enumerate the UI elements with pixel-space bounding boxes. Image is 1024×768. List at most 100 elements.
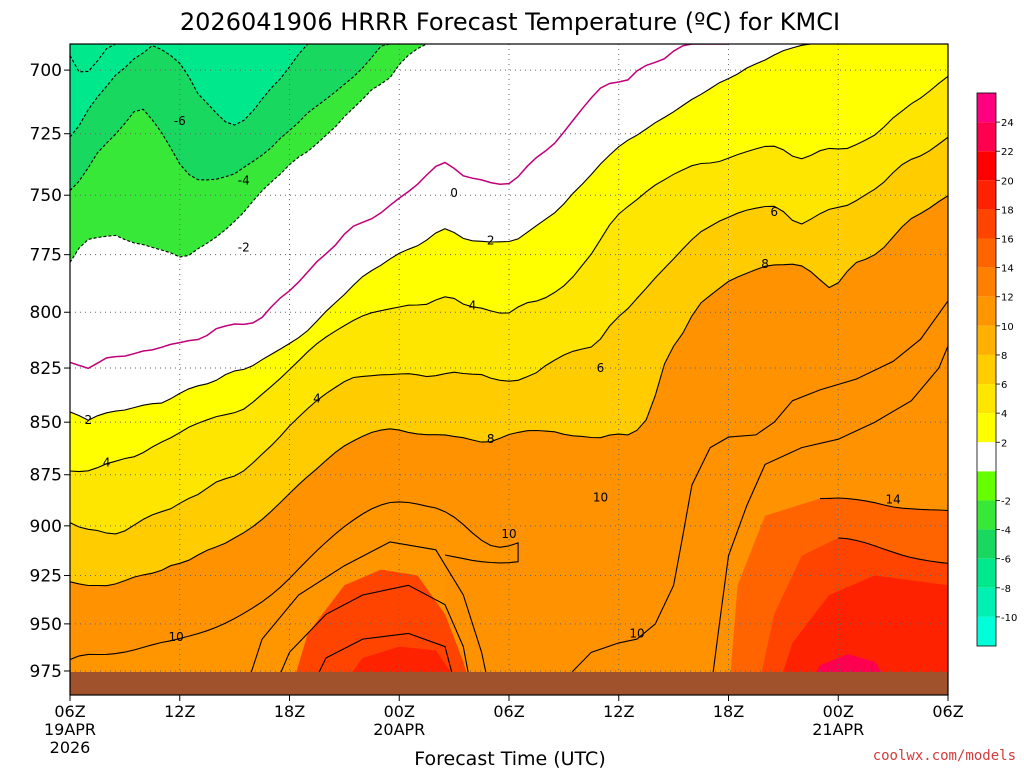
colorbar-segment (977, 180, 996, 210)
x-axis-title: Forecast Time (UTC) (414, 748, 605, 768)
colorbar-segment (977, 209, 996, 239)
colorbar-tick-label: 24 (1001, 118, 1014, 129)
fill-region-minus6 (70, 44, 308, 137)
y-tick-label: 750 (30, 186, 62, 206)
y-tick-label: 850 (30, 413, 62, 433)
y-axis: 700 725 750 775 800 825 850 875 900 925 950 975 (30, 61, 70, 682)
colorbar-tick-label: 8 (1001, 351, 1007, 362)
x-tick-date-label: 20APR (373, 720, 425, 739)
y-tick-label: 800 (30, 303, 62, 323)
colorbar-segment (977, 296, 996, 326)
isotherm-minus4 (70, 44, 391, 191)
contour-label: -4 (238, 174, 250, 188)
isotherm-core-day1-3 (307, 632, 459, 695)
colorbar-segment (977, 325, 996, 355)
colorbar-segment (977, 93, 996, 123)
x-tick-label: 12Z (603, 702, 634, 721)
y-tick-label: 725 (30, 125, 62, 145)
x-tick-date-label: 21APR (812, 720, 864, 739)
colorbar-tick-label: -8 (1001, 584, 1011, 595)
isotherm-4 (70, 75, 948, 473)
isotherm-14 (819, 497, 948, 512)
colorbar-tick-label: 4 (1001, 409, 1007, 420)
colorbar-segment (977, 587, 996, 617)
colorbar-segment (977, 500, 996, 530)
contour-label: 2 (84, 413, 92, 427)
credit-text: coolwx.com/models (873, 748, 1016, 764)
contour-label: -2 (238, 241, 250, 255)
isotherm-minus2 (70, 44, 509, 263)
colorbar-segment (977, 529, 996, 559)
colorbar: 24 22 20 18 16 14 12 10 8 6 4 2 -2 -4 -6 -8 -10 (976, 92, 1017, 647)
colorbar-tick-label: 14 (1001, 264, 1014, 275)
contour-labels: -6 -4 -2 0 2 2 4 4 4 6 6 8 8 10 10 10 10 14 (84, 114, 900, 644)
colorbar-tick-label: -4 (1001, 526, 1011, 537)
y-tick-label: 975 (30, 662, 62, 682)
x-tick-label: 06Z (493, 702, 524, 721)
plot-area: -6 -4 -2 0 2 2 4 4 4 6 6 8 8 10 10 10 10 14 (69, 43, 949, 696)
colorbar-tick-label: 12 (1001, 293, 1014, 304)
colorbar-tick-label: 20 (1001, 176, 1014, 187)
contour-label: 2 (487, 234, 495, 248)
x-tick-label: 06Z (932, 702, 963, 721)
isotherm-0 (70, 44, 729, 370)
isotherm-8 (70, 195, 948, 587)
colorbar-segment (977, 413, 996, 443)
colorbar-tick-label: -10 (1001, 613, 1017, 624)
colorbar-tick-label: 6 (1001, 380, 1007, 391)
isotherm-lines (70, 44, 948, 695)
contour-label: 10 (629, 626, 644, 640)
y-tick-label: 925 (30, 567, 62, 587)
colorbar-segment (977, 471, 996, 501)
isotherm-10-east (563, 300, 948, 695)
fill-region-18 (775, 575, 948, 695)
colorbar-segment (977, 384, 996, 414)
colorbar-segment (977, 151, 996, 181)
contour-label: 8 (487, 432, 495, 446)
colorbar-segment (977, 354, 996, 385)
contour-label: 10 (593, 490, 608, 504)
x-tick-label: 18Z (274, 702, 305, 721)
isotherm-core-day1-1 (243, 541, 492, 695)
colorbar-tick-label: 22 (1001, 147, 1014, 158)
colorbar-segment (977, 267, 996, 297)
contour-label: 6 (770, 205, 778, 219)
contour-label: 4 (469, 298, 477, 312)
x-tick-date-label: 19APR (44, 720, 96, 739)
chart-title: 2026041906 HRRR Forecast Temperature (ºC… (180, 8, 840, 36)
isotherm-6 (70, 136, 948, 535)
isotherm-16 (838, 537, 948, 564)
contour-label: 0 (450, 186, 458, 200)
isotherm-2 (70, 44, 948, 421)
contour-label: 10 (168, 630, 183, 644)
isotherm-core-day1-2 (270, 584, 473, 695)
contour-label: 14 (885, 492, 900, 506)
contour-label: 4 (313, 392, 321, 406)
contour-label: 4 (103, 455, 111, 469)
colorbar-frame (976, 92, 997, 647)
colorbar-segment (977, 558, 996, 588)
x-tick-label: 00Z (384, 702, 415, 721)
colorbar-segment (977, 616, 996, 646)
colorbar-tick-label: 16 (1001, 235, 1014, 246)
isotherm-minus6 (70, 44, 309, 138)
isotherm-12-east (709, 345, 948, 695)
ground-surface (70, 672, 948, 695)
colorbar-tick-label: -6 (1001, 555, 1011, 566)
x-tick-year-label: 2026 (50, 738, 91, 757)
y-tick-label: 875 (30, 466, 62, 486)
isotherm-10 (70, 501, 519, 691)
y-tick-label: 950 (30, 615, 62, 635)
colorbar-segment (977, 442, 996, 472)
contour-label: 10 (501, 527, 516, 541)
y-tick-label: 775 (30, 246, 62, 266)
y-tick-label: 825 (30, 359, 62, 379)
y-tick-label: 900 (30, 517, 62, 537)
x-tick-label: 06Z (54, 702, 85, 721)
colorbar-segment (977, 122, 996, 152)
colorbar-tick-label: 2 (1001, 438, 1007, 449)
x-tick-label: 12Z (164, 702, 195, 721)
y-tick-label: 700 (30, 61, 62, 81)
